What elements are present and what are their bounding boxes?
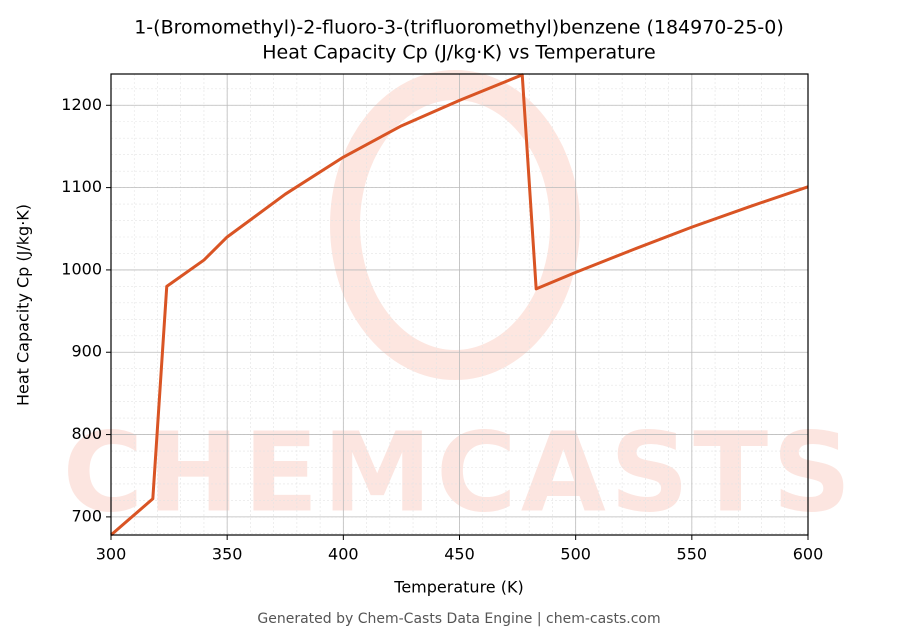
x-tick-label: 400 — [328, 545, 359, 564]
chart-subtitle: Heat Capacity Cp (J/kg·K) vs Temperature — [262, 42, 656, 64]
watermark-logo — [330, 70, 580, 380]
y-tick-label: 1000 — [61, 259, 102, 278]
x-tick-label: 600 — [793, 545, 824, 564]
chart-title: 1-(Bromomethyl)-2-fluoro-3-(trifluoromet… — [134, 17, 784, 39]
footer: Generated by Chem-Casts Data Engine | ch… — [257, 611, 660, 627]
x-tick-label: 450 — [444, 545, 475, 564]
y-tick-label: 1200 — [61, 95, 102, 114]
y-tick-label: 700 — [71, 506, 102, 525]
x-tick-label: 550 — [677, 545, 708, 564]
x-tick-label: 350 — [212, 545, 243, 564]
y-tick-label: 900 — [71, 342, 102, 361]
data-line — [110, 73, 809, 537]
y-axis-label: Heat Capacity Cp (J/kg·K) — [14, 204, 33, 406]
x-axis-label: Temperature (K) — [393, 578, 523, 597]
plot-frame — [110, 73, 809, 536]
watermark: CHEMCASTS — [63, 408, 856, 536]
y-tick-label: 1100 — [61, 177, 102, 196]
x-tick-label: 300 — [96, 545, 127, 564]
y-tick-label: 800 — [71, 424, 102, 443]
x-tick-label: 500 — [560, 545, 591, 564]
